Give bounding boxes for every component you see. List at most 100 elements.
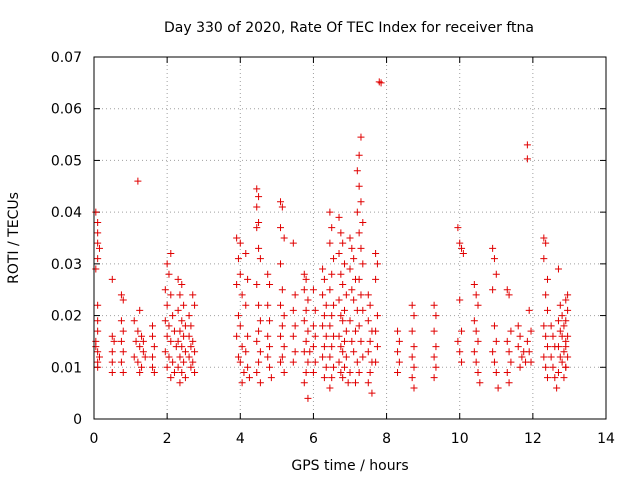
data-point — [236, 358, 244, 366]
data-point — [372, 250, 380, 258]
data-point — [138, 363, 146, 371]
data-point — [309, 322, 317, 330]
data-point — [516, 332, 524, 340]
data-point — [346, 317, 354, 325]
data-point — [408, 301, 416, 309]
data-point — [430, 374, 438, 382]
data-point — [280, 312, 288, 320]
data-point — [326, 353, 334, 361]
data-point — [472, 358, 480, 366]
data-point — [174, 306, 182, 314]
data-point — [341, 260, 349, 268]
data-point — [562, 296, 570, 304]
data-point — [339, 281, 347, 289]
data-point — [319, 265, 327, 273]
data-point — [94, 229, 102, 237]
data-point — [233, 281, 241, 289]
data-point — [277, 301, 285, 309]
data-point — [326, 322, 334, 330]
data-point — [558, 312, 566, 320]
data-point — [394, 327, 402, 335]
data-point — [372, 275, 380, 283]
data-point — [547, 322, 555, 330]
data-point — [163, 332, 171, 340]
data-point — [458, 244, 466, 252]
data-point — [185, 312, 193, 320]
data-point — [543, 343, 551, 351]
data-point — [170, 368, 178, 376]
data-point — [266, 317, 274, 325]
data-point — [119, 368, 127, 376]
data-point — [304, 296, 312, 304]
data-point — [330, 363, 338, 371]
x-tick-label: 0 — [90, 431, 99, 447]
data-point — [253, 224, 261, 232]
data-point — [117, 291, 125, 299]
data-point — [320, 275, 328, 283]
data-point — [456, 296, 464, 304]
data-point — [432, 312, 440, 320]
data-point — [505, 291, 513, 299]
data-point — [234, 312, 242, 320]
data-point — [556, 353, 564, 361]
data-point — [540, 353, 548, 361]
data-point — [119, 348, 127, 356]
data-point — [130, 317, 138, 325]
data-point — [355, 275, 363, 283]
data-point — [174, 275, 182, 283]
data-point — [408, 353, 416, 361]
data-point — [342, 291, 350, 299]
data-point — [244, 363, 252, 371]
data-point — [150, 343, 158, 351]
data-point — [266, 363, 274, 371]
data-point — [341, 306, 349, 314]
data-point — [357, 291, 365, 299]
data-point — [408, 327, 416, 335]
data-point — [110, 337, 118, 345]
data-point — [377, 79, 385, 87]
data-point — [291, 348, 299, 356]
data-point — [185, 332, 193, 340]
data-point — [277, 224, 285, 232]
data-point — [167, 374, 175, 382]
data-point — [410, 363, 418, 371]
data-point — [344, 379, 352, 387]
data-point — [359, 306, 367, 314]
data-point — [289, 239, 297, 247]
data-point — [328, 312, 336, 320]
data-point — [94, 239, 102, 247]
data-point — [319, 353, 327, 361]
data-point — [454, 224, 462, 232]
data-point — [94, 317, 102, 325]
data-point — [410, 312, 418, 320]
data-point — [134, 177, 142, 185]
x-tick-label: 4 — [236, 431, 245, 447]
data-point — [470, 281, 478, 289]
data-point — [180, 301, 188, 309]
data-point — [540, 234, 548, 242]
y-tick-label: 0.05 — [51, 153, 82, 169]
data-point — [302, 275, 310, 283]
data-point — [169, 358, 177, 366]
data-point — [430, 301, 438, 309]
data-point — [277, 260, 285, 268]
data-point — [432, 363, 440, 371]
data-point — [366, 301, 374, 309]
data-point — [302, 368, 310, 376]
data-point — [134, 327, 142, 335]
data-point — [176, 353, 184, 361]
data-point — [174, 363, 182, 371]
data-point — [326, 384, 334, 392]
data-point — [330, 301, 338, 309]
data-point — [320, 343, 328, 351]
data-point — [163, 260, 171, 268]
data-point — [357, 244, 365, 252]
y-tick-label: 0.06 — [51, 102, 82, 118]
data-point — [244, 332, 252, 340]
data-point — [278, 286, 286, 294]
data-point — [474, 301, 482, 309]
data-point — [134, 358, 142, 366]
data-point — [525, 306, 533, 314]
data-point — [149, 363, 157, 371]
data-point — [236, 322, 244, 330]
